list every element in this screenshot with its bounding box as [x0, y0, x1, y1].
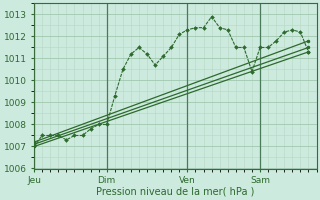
X-axis label: Pression niveau de la mer( hPa ): Pression niveau de la mer( hPa )	[96, 187, 254, 197]
